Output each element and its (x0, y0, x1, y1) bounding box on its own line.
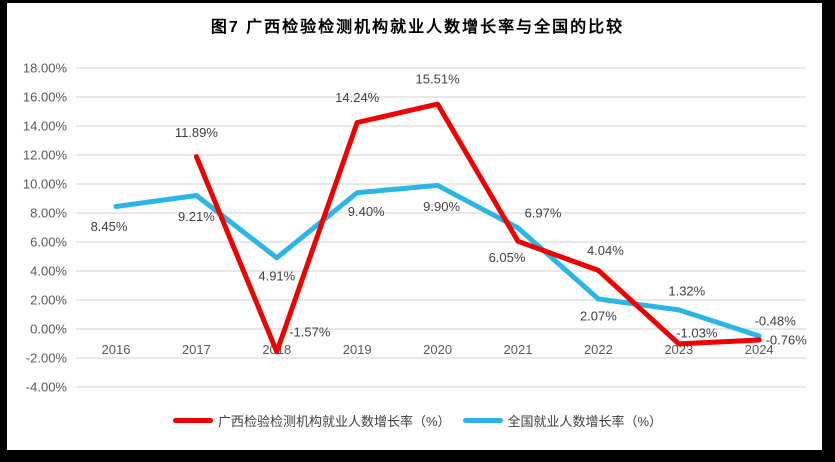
chart-background (7, 3, 822, 450)
legend-line-swatch-blue (462, 418, 503, 423)
series-line-guangxi_red (193, 101, 762, 355)
data-label: -0.76% (766, 333, 808, 348)
x-axis-tick-label: 2019 (343, 342, 372, 357)
data-label: 11.89% (175, 125, 219, 140)
y-axis-tick-label: 2.00% (30, 293, 67, 308)
legend-label-guangxi: 广西检验检测机构就业人数增长率（%） (217, 414, 451, 429)
data-label: 9.90% (423, 199, 460, 214)
y-axis-tick-label: 0.00% (30, 322, 67, 337)
x-axis-tick-label: 2022 (584, 342, 613, 357)
chart-title: 图7 广西检验检测机构就业人数增长率与全国的比较 (210, 19, 625, 36)
x-axis-tick-label: 2020 (423, 342, 452, 357)
x-axis-tick-label: 2021 (504, 342, 533, 357)
y-axis-tick-label: 4.00% (30, 264, 67, 279)
y-axis-tick-label: 6.00% (30, 235, 67, 250)
chart-legend: 广西检验检测机构就业人数增长率（%） 全国就业人数增长率（%） (0, 411, 835, 430)
y-axis-tick-label: 12.00% (23, 148, 68, 163)
x-axis-tick-label: 2016 (102, 342, 131, 357)
data-label: 14.24% (335, 90, 380, 105)
y-axis-tick-label: -4.00% (26, 380, 68, 395)
legend-label-national: 全国就业人数增长率（%） (507, 414, 663, 429)
y-axis-tick-label: 18.00% (23, 61, 68, 76)
y-axis-tick-label: 16.00% (23, 90, 68, 105)
y-axis-tick-label: -2.00% (26, 351, 68, 366)
legend-line-swatch-red (172, 418, 213, 423)
data-label: 6.97% (525, 205, 562, 220)
data-label: 4.04% (587, 243, 624, 258)
data-label: 9.40% (348, 204, 385, 219)
data-label: -1.57% (289, 324, 331, 339)
data-label: 8.45% (91, 219, 128, 234)
y-axis-tick-label: 8.00% (30, 206, 67, 221)
data-label: 15.51% (416, 72, 461, 87)
data-label: 4.91% (258, 268, 295, 283)
data-label: 1.32% (668, 283, 705, 298)
legend-item-guangxi: 广西检验检测机构就业人数增长率（%） (172, 411, 451, 430)
legend-item-national: 全国就业人数增长率（%） (462, 411, 663, 430)
x-axis-tick-label: 2017 (182, 342, 211, 357)
data-label: 6.05% (489, 250, 526, 265)
data-label: 9.21% (178, 209, 215, 224)
y-axis-tick-label: 14.00% (23, 119, 68, 134)
data-label: 2.07% (580, 308, 617, 323)
data-label: -1.03% (676, 325, 718, 340)
data-label: -0.48% (755, 313, 797, 328)
x-axis-tick-label: 2024 (745, 342, 774, 357)
y-axis-tick-label: 10.00% (23, 177, 68, 192)
